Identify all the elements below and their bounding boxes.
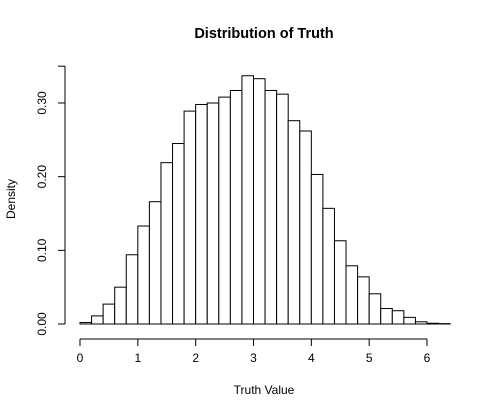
histogram-bar: [114, 286, 127, 325]
x-tick-label: 0: [77, 351, 84, 365]
x-tick-label: 4: [308, 351, 315, 365]
histogram-bar: [218, 96, 231, 325]
histogram-bar: [414, 321, 428, 325]
histogram-bar: [276, 93, 289, 325]
histogram-bar: [183, 110, 197, 325]
histogram-bar: [368, 293, 382, 325]
histogram-bar: [299, 130, 312, 325]
y-tick-label: 0.20: [35, 165, 49, 189]
histogram-bar: [241, 75, 254, 325]
histogram-bar: [253, 78, 266, 325]
histogram-bar: [264, 89, 278, 325]
y-tick-label: 0.10: [35, 238, 49, 262]
histogram-bar: [426, 322, 440, 325]
y-tick-label: 0.30: [35, 91, 49, 115]
histogram-bar: [206, 102, 220, 325]
histogram-bar: [125, 254, 139, 325]
histogram-bar: [91, 315, 104, 325]
x-axis-label: Truth Value: [234, 383, 295, 397]
histogram-bar: [333, 240, 347, 325]
x-tick-label: 5: [366, 351, 373, 365]
y-axis-label: Density: [4, 179, 18, 219]
histogram-bar: [380, 308, 393, 325]
x-tick-label: 3: [250, 351, 257, 365]
x-tick-label: 2: [192, 351, 199, 365]
histogram-bar: [310, 173, 324, 325]
histogram-bar: [172, 143, 185, 325]
histogram-bar: [102, 303, 116, 325]
histogram-bar: [195, 103, 208, 325]
histogram-bar: [148, 201, 162, 325]
histogram-bar: [79, 322, 93, 325]
histogram-bar: [229, 89, 243, 325]
histogram-bar: [322, 207, 335, 325]
histogram-bar: [160, 162, 174, 325]
y-axis: 0.00 0.10 0.20 0.30: [35, 65, 66, 336]
chart-title: Distribution of Truth: [194, 26, 333, 42]
histogram-bar: [137, 225, 150, 325]
histogram-bar: [345, 265, 359, 325]
y-tick-label: 0.00: [35, 312, 49, 336]
histogram-bar: [357, 276, 370, 325]
histogram-bar: [403, 316, 416, 325]
histogram-bar: [391, 310, 405, 325]
histogram-bar: [287, 120, 301, 325]
x-tick-label: 6: [424, 351, 431, 365]
x-axis: 0 1 2 3 4 5 6: [77, 338, 431, 365]
bars-group: [79, 75, 451, 325]
x-tick-label: 1: [134, 351, 141, 365]
